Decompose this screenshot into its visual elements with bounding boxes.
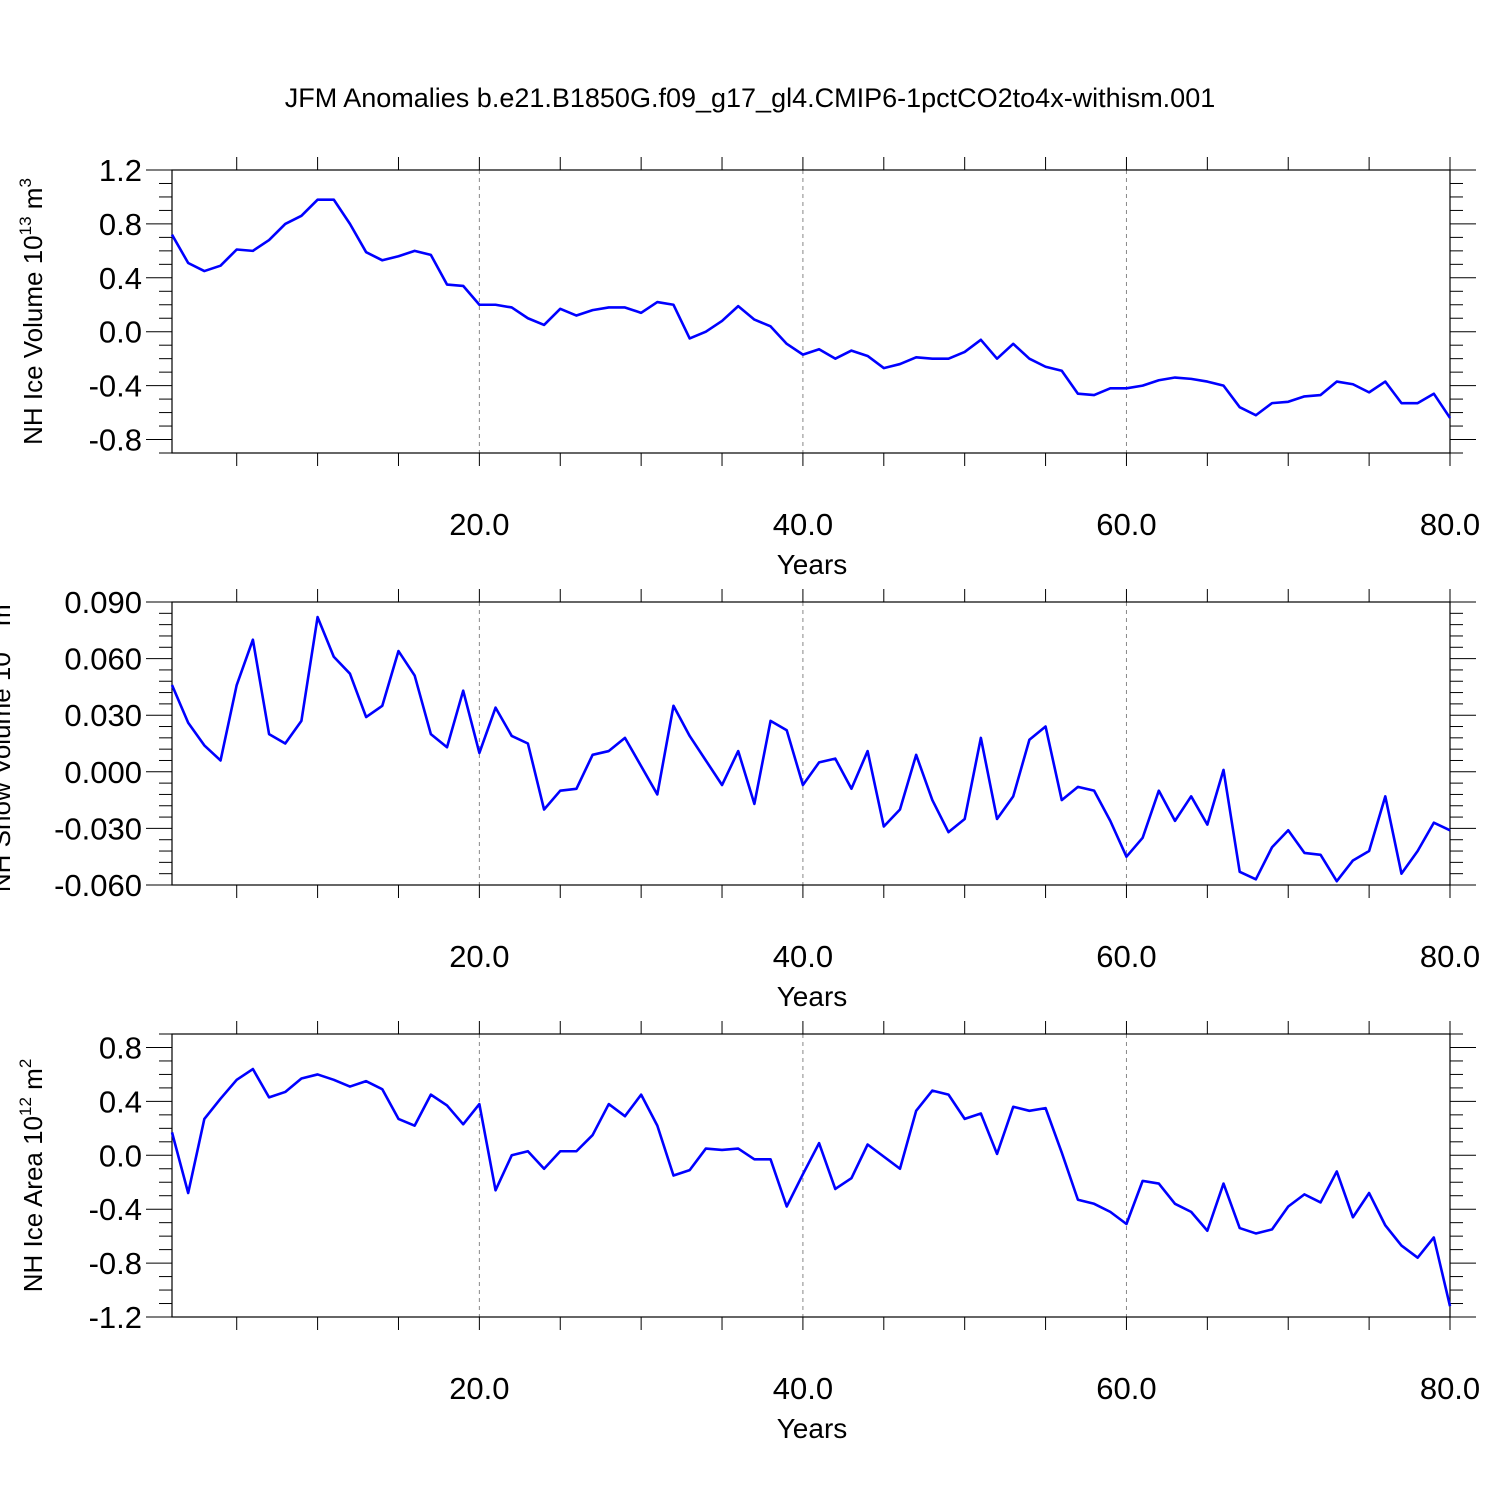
x-axis-label: Years: [777, 981, 848, 1012]
panel-1: 20.0 40.0 60.0 80.0 Years -0.8 -0.4 0.0 0.4 0.8 1.…: [16, 153, 1480, 580]
series-line: [170, 1067, 1452, 1307]
y-tick-label: 0.4: [99, 1084, 142, 1119]
x-tick-label: 20.0: [449, 939, 509, 974]
y-axis-label: NH Ice Area 1012 m2: [16, 1059, 48, 1293]
panel-3: 20.0 40.0 60.0 80.0 Years -1.2 -0.8 -0.4 0.0 0.4 0…: [16, 1021, 1480, 1444]
x-tick-label: 40.0: [773, 507, 833, 542]
panels: 20.0 40.0 60.0 80.0 Years -0.8 -0.4 0.0 0.4 0.8 1.…: [0, 153, 1480, 1444]
x-tick-label: 20.0: [449, 1371, 509, 1406]
plot-frame: [171, 1033, 1451, 1318]
x-tick-label: 60.0: [1096, 507, 1156, 542]
x-tick-label: 80.0: [1420, 939, 1480, 974]
y-tick-label: 0.030: [64, 698, 142, 733]
y-tick-label: 0.000: [64, 755, 142, 790]
y-tick-label: -1.2: [89, 1300, 142, 1335]
x-axis-label: Years: [777, 1413, 848, 1444]
plot-frame: [171, 169, 1451, 454]
y-tick-label: -0.030: [54, 811, 142, 846]
x-tick-label: 60.0: [1096, 939, 1156, 974]
y-tick-label: 0.8: [99, 207, 142, 242]
chart-title: JFM Anomalies b.e21.B1850G.f09_g17_gl4.C…: [285, 83, 1216, 113]
y-tick-label: 0.090: [64, 585, 142, 620]
y-tick-label: 0.8: [99, 1030, 142, 1065]
x-tick-label: 40.0: [773, 939, 833, 974]
panel-2: 20.0 40.0 60.0 80.0 Years -0.060 -0.030 0.000 0.…: [0, 585, 1480, 1012]
series-line: [170, 198, 1452, 419]
y-tick-label: -0.060: [54, 868, 142, 903]
y-tick-label: -0.8: [89, 423, 142, 458]
y-tick-label: -0.4: [89, 1192, 142, 1227]
y-axis-label: NH Ice Volume 1013 m3: [16, 178, 48, 445]
y-tick-label: 0.4: [99, 261, 142, 296]
y-tick-label: 1.2: [99, 153, 142, 188]
y-tick-label: -0.4: [89, 369, 142, 404]
x-axis-label: Years: [777, 549, 848, 580]
x-tick-label: 80.0: [1420, 507, 1480, 542]
y-tick-label: -0.8: [89, 1246, 142, 1281]
y-tick-label: 0.0: [99, 1138, 142, 1173]
x-tick-label: 20.0: [449, 507, 509, 542]
y-axis-label: NH Snow Volume 1013 m3: [0, 595, 16, 892]
y-tick-label: 0.0: [99, 315, 142, 350]
plot-frame: [171, 601, 1451, 886]
x-tick-label: 80.0: [1420, 1371, 1480, 1406]
x-tick-label: 60.0: [1096, 1371, 1156, 1406]
x-tick-label: 40.0: [773, 1371, 833, 1406]
series-line: [170, 615, 1451, 883]
y-tick-label: 0.060: [64, 642, 142, 677]
